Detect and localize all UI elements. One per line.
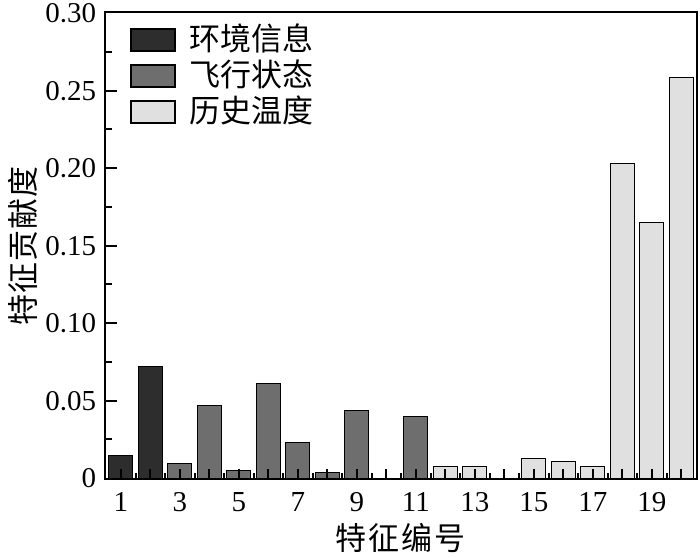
x-major-tick xyxy=(414,469,417,478)
y-tick-label: 0.20 xyxy=(45,152,96,184)
x-major-tick xyxy=(326,469,329,478)
y-tick-label: 0.25 xyxy=(45,74,96,107)
x-minor-tick xyxy=(370,473,373,478)
bar-feature-19 xyxy=(639,222,665,478)
x-minor-tick xyxy=(164,473,166,478)
plot-area: 环境信息 飞行状态 历史温度 xyxy=(104,11,698,480)
legend-item: 飞行状态 xyxy=(130,58,313,93)
x-minor-tick xyxy=(223,473,225,478)
x-major-tick xyxy=(119,469,122,478)
bar-feature-6 xyxy=(255,383,281,478)
x-minor-tick xyxy=(547,473,550,478)
x-minor-tick xyxy=(606,473,609,478)
x-tick-label: 9 xyxy=(349,486,365,518)
bar-feature-15 xyxy=(521,457,547,478)
legend-label: 环境信息 xyxy=(189,22,313,57)
x-major-tick xyxy=(650,469,653,478)
x-major-tick xyxy=(473,469,476,478)
x-axis-title: 特征编号 xyxy=(335,521,467,557)
x-minor-tick xyxy=(193,473,196,478)
bar-feature-1 xyxy=(108,454,134,478)
y-tick-label: 0 xyxy=(81,462,97,494)
x-major-tick xyxy=(237,469,240,478)
y-tick-label: 0.10 xyxy=(45,307,96,339)
x-major-tick xyxy=(562,469,565,478)
x-tick-label: 19 xyxy=(637,486,667,518)
x-minor-tick xyxy=(577,473,579,478)
x-tick-label: 7 xyxy=(290,486,306,518)
bar-feature-11 xyxy=(403,416,429,478)
legend-item: 历史温度 xyxy=(130,94,313,129)
x-minor-tick xyxy=(518,473,520,478)
bar-feature-20 xyxy=(668,76,694,478)
x-tick-label: 17 xyxy=(578,486,608,518)
legend-swatch xyxy=(130,99,176,124)
y-minor-tick xyxy=(106,438,112,441)
bar-feature-2 xyxy=(137,366,163,478)
x-major-tick xyxy=(178,469,181,478)
y-major-tick xyxy=(106,322,117,324)
x-major-tick xyxy=(267,469,270,478)
y-minor-tick xyxy=(106,128,112,131)
x-tick-label: 15 xyxy=(519,486,549,518)
legend-item: 环境信息 xyxy=(130,22,313,57)
x-tick-label: 3 xyxy=(172,486,188,518)
x-minor-tick xyxy=(282,473,284,478)
y-tick-label: 0.30 xyxy=(45,0,96,29)
x-tick-label: 13 xyxy=(460,486,490,518)
x-major-tick xyxy=(444,469,447,478)
y-minor-tick xyxy=(106,205,112,208)
legend: 环境信息 飞行状态 历史温度 xyxy=(130,22,313,135)
y-minor-tick xyxy=(106,360,112,363)
x-minor-tick xyxy=(459,473,461,478)
x-minor-tick xyxy=(134,473,137,478)
y-tick-label: 0.05 xyxy=(45,384,96,417)
x-major-tick xyxy=(208,469,211,478)
y-major-tick xyxy=(106,399,117,402)
y-major-tick xyxy=(106,89,117,92)
x-major-tick xyxy=(532,469,535,478)
y-major-tick xyxy=(106,167,117,169)
x-tick-label: 11 xyxy=(401,486,430,518)
x-major-tick xyxy=(296,469,299,478)
legend-label: 飞行状态 xyxy=(189,58,313,93)
x-major-tick xyxy=(680,469,683,478)
x-tick-label: 5 xyxy=(231,486,247,518)
x-major-tick xyxy=(149,469,152,478)
bar-feature-18 xyxy=(609,163,635,478)
y-minor-tick xyxy=(106,50,112,53)
x-major-tick xyxy=(355,469,358,478)
x-major-tick xyxy=(591,469,594,478)
x-tick-label: 1 xyxy=(113,486,129,518)
x-minor-tick xyxy=(311,473,314,478)
x-minor-tick xyxy=(636,473,638,478)
x-major-tick xyxy=(503,469,506,478)
bar-feature-9 xyxy=(344,409,370,478)
y-major-tick xyxy=(106,244,117,247)
x-minor-tick xyxy=(341,473,343,478)
y-minor-tick xyxy=(106,283,112,286)
x-major-tick xyxy=(385,469,388,478)
x-minor-tick xyxy=(252,473,255,478)
y-tick-label: 0.15 xyxy=(45,229,96,262)
x-minor-tick xyxy=(400,473,402,478)
x-minor-tick xyxy=(665,473,668,478)
legend-swatch xyxy=(130,27,176,52)
x-minor-tick xyxy=(488,473,491,478)
x-minor-tick xyxy=(429,473,432,478)
bar-feature-4 xyxy=(196,405,222,478)
x-major-tick xyxy=(621,469,624,478)
legend-label: 历史温度 xyxy=(189,94,313,129)
legend-swatch xyxy=(130,63,176,88)
